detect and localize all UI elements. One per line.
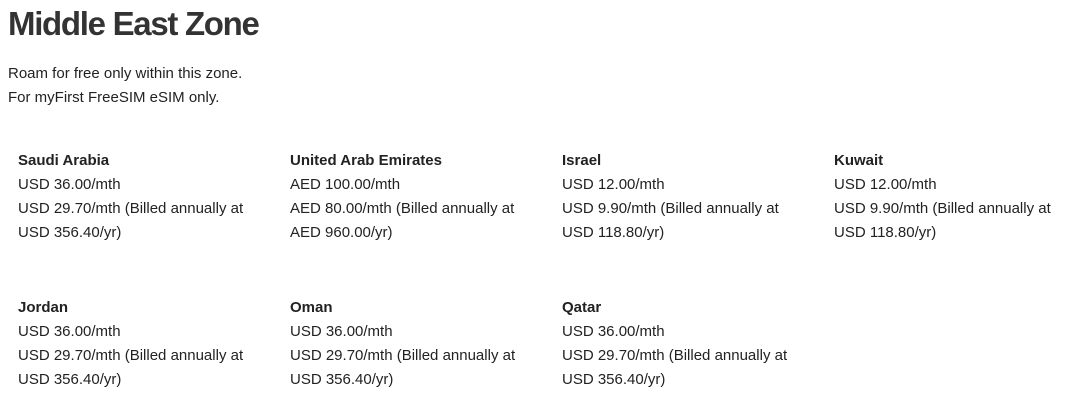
annual-price: USD 9.90/mth (Billed annually at USD 118…	[562, 200, 779, 241]
country-name: Oman	[290, 299, 333, 316]
country-name: Kuwait	[834, 152, 884, 169]
country-card: Oman USD 36.00/mth USD 29.70/mth (Billed…	[290, 296, 526, 392]
monthly-price: USD 36.00/mth	[290, 323, 393, 340]
monthly-price: AED 100.00/mth	[290, 176, 401, 193]
annual-price: USD 29.70/mth (Billed annually at USD 35…	[290, 347, 516, 388]
country-card: Israel USD 12.00/mth USD 9.90/mth (Bille…	[562, 149, 798, 245]
monthly-price: USD 36.00/mth	[18, 176, 121, 193]
monthly-price: USD 12.00/mth	[562, 176, 665, 193]
annual-price: USD 29.70/mth (Billed annually at USD 35…	[18, 200, 244, 241]
intro-line: For myFirst FreeSIM eSIM only.	[8, 89, 220, 106]
country-name: Jordan	[18, 299, 69, 316]
annual-price: AED 80.00/mth (Billed annually at AED 96…	[290, 200, 515, 241]
intro-line: Roam for free only within this zone.	[8, 65, 243, 82]
country-card: Saudi Arabia USD 36.00/mth USD 29.70/mth…	[18, 149, 254, 245]
country-card: Qatar USD 36.00/mth USD 29.70/mth (Bille…	[562, 296, 798, 392]
zone-intro: Roam for free only within this zone. For…	[8, 62, 242, 110]
country-name: Qatar	[562, 299, 602, 316]
country-name: Saudi Arabia	[18, 152, 110, 169]
country-name: Israel	[562, 152, 602, 169]
country-name: United Arab Emirates	[290, 152, 442, 169]
annual-price: USD 29.70/mth (Billed annually at USD 35…	[562, 347, 788, 388]
country-card: United Arab Emirates AED 100.00/mth AED …	[290, 149, 526, 245]
annual-price: USD 29.70/mth (Billed annually at USD 35…	[18, 347, 244, 388]
monthly-price: USD 36.00/mth	[18, 323, 121, 340]
annual-price: USD 9.90/mth (Billed annually at USD 118…	[834, 200, 1051, 241]
country-card: Jordan USD 36.00/mth USD 29.70/mth (Bill…	[18, 296, 254, 392]
country-card: Kuwait USD 12.00/mth USD 9.90/mth (Bille…	[834, 149, 1070, 245]
page-title: Middle East Zone	[8, 5, 260, 42]
monthly-price: USD 12.00/mth	[834, 176, 937, 193]
monthly-price: USD 36.00/mth	[562, 323, 665, 340]
